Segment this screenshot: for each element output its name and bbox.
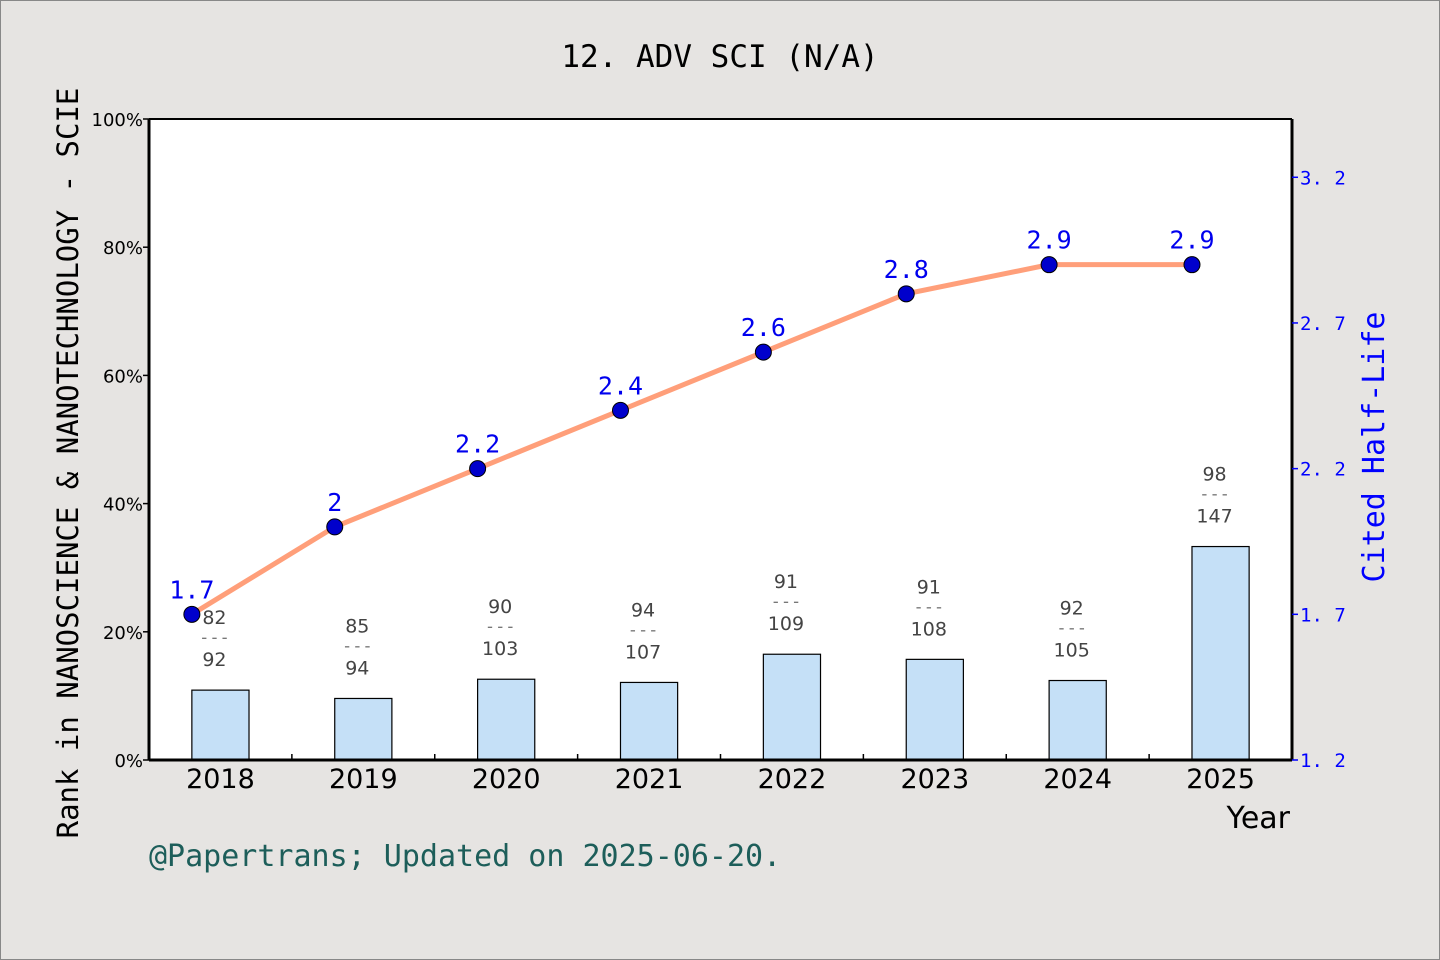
bar <box>762 653 822 761</box>
bar-separator: --- <box>342 636 373 656</box>
bar-total-label: 94 <box>345 657 369 679</box>
half-life-label: 2.9 <box>1169 226 1214 255</box>
bar-total-label: 147 <box>1196 506 1232 528</box>
bar <box>1191 545 1250 761</box>
half-life-marker <box>754 343 772 361</box>
y-left-tick-label: 40% <box>103 495 143 516</box>
x-tick-label: 2020 <box>472 764 541 795</box>
x-tick-label: 2018 <box>186 764 255 795</box>
y-right-tick-label: 2. 7 <box>1300 313 1346 335</box>
half-life-label: 2.2 <box>455 430 500 459</box>
y-left-tick-label: 0% <box>114 751 143 772</box>
chart-title: 12. ADV SCI (N/A) <box>561 39 878 75</box>
half-life-label: 2.8 <box>884 255 929 284</box>
half-life-label: 2.4 <box>598 371 643 400</box>
x-tick-label: 2025 <box>1186 764 1255 795</box>
plot-area <box>149 119 1292 760</box>
y-left-tick-label: 60% <box>103 366 143 387</box>
bar-separator: --- <box>199 628 230 648</box>
half-life-line <box>190 262 1192 617</box>
half-life-marker <box>1040 256 1058 274</box>
bar <box>1048 679 1107 761</box>
half-life-marker <box>469 460 487 478</box>
bar-rank-label: 91 <box>774 571 798 593</box>
bar <box>619 681 679 761</box>
half-life-marker <box>611 401 629 419</box>
half-life-marker <box>1183 256 1201 274</box>
bar <box>334 697 393 761</box>
y-right-tick-label: 1. 2 <box>1300 750 1346 772</box>
bar <box>191 689 250 761</box>
bar-rank-label: 94 <box>631 599 655 621</box>
bar-separator: --- <box>485 617 516 637</box>
half-life-marker <box>326 518 344 536</box>
bar-rank-label: 92 <box>1060 598 1084 620</box>
half-life-label: 1.7 <box>169 575 214 604</box>
bar-separator: --- <box>1199 485 1230 505</box>
half-life-marker <box>183 605 201 623</box>
bar-rank-label: 98 <box>1202 464 1226 486</box>
half-life-label: 2 <box>327 488 342 517</box>
x-tick-label: 2023 <box>900 764 969 795</box>
bar-total-label: 107 <box>625 641 661 663</box>
y-right-tick-label: 1. 7 <box>1300 604 1346 626</box>
y-right-tick-label: 2. 2 <box>1300 459 1346 481</box>
half-life-label: 2.6 <box>741 313 786 342</box>
bar-total-label: 109 <box>768 613 804 635</box>
bar-rank-label: 91 <box>917 576 941 598</box>
x-tick-label: 2022 <box>758 764 827 795</box>
footer-note: @Papertrans; Updated on 2025-06-20. <box>149 839 781 874</box>
y-axis-left-label: Rank in NANOSCIENCE & NANOTECHNOLOGY - S… <box>51 88 85 839</box>
x-axis-label: Year <box>1225 801 1290 836</box>
bar-total-label: 103 <box>482 638 518 660</box>
x-tick-label: 2019 <box>329 764 398 795</box>
half-life-marker <box>897 285 915 303</box>
half-life-label: 2.9 <box>1027 226 1072 255</box>
bar <box>477 678 536 761</box>
bar-rank-label: 85 <box>345 615 369 637</box>
bar <box>905 658 964 761</box>
bar-rank-label: 82 <box>202 607 226 629</box>
bar-total-label: 92 <box>202 649 226 671</box>
bar-separator: --- <box>771 592 802 612</box>
y-right-tick-label: 3. 2 <box>1300 167 1346 189</box>
bar-separator: --- <box>1056 619 1087 639</box>
bar-total-label: 105 <box>1054 640 1090 662</box>
bar-separator: --- <box>913 597 944 617</box>
y-left-tick-label: 80% <box>103 238 143 259</box>
x-tick-label: 2021 <box>615 764 684 795</box>
y-axis-right-label: Cited Half-Life <box>1357 312 1392 583</box>
y-left-tick-label: 20% <box>103 623 143 644</box>
y-left-tick-label: 100% <box>92 110 143 131</box>
bar-rank-label: 90 <box>488 596 512 618</box>
bar-total-label: 108 <box>911 618 947 640</box>
x-tick-label: 2024 <box>1043 764 1112 795</box>
bar-separator: --- <box>628 620 659 640</box>
